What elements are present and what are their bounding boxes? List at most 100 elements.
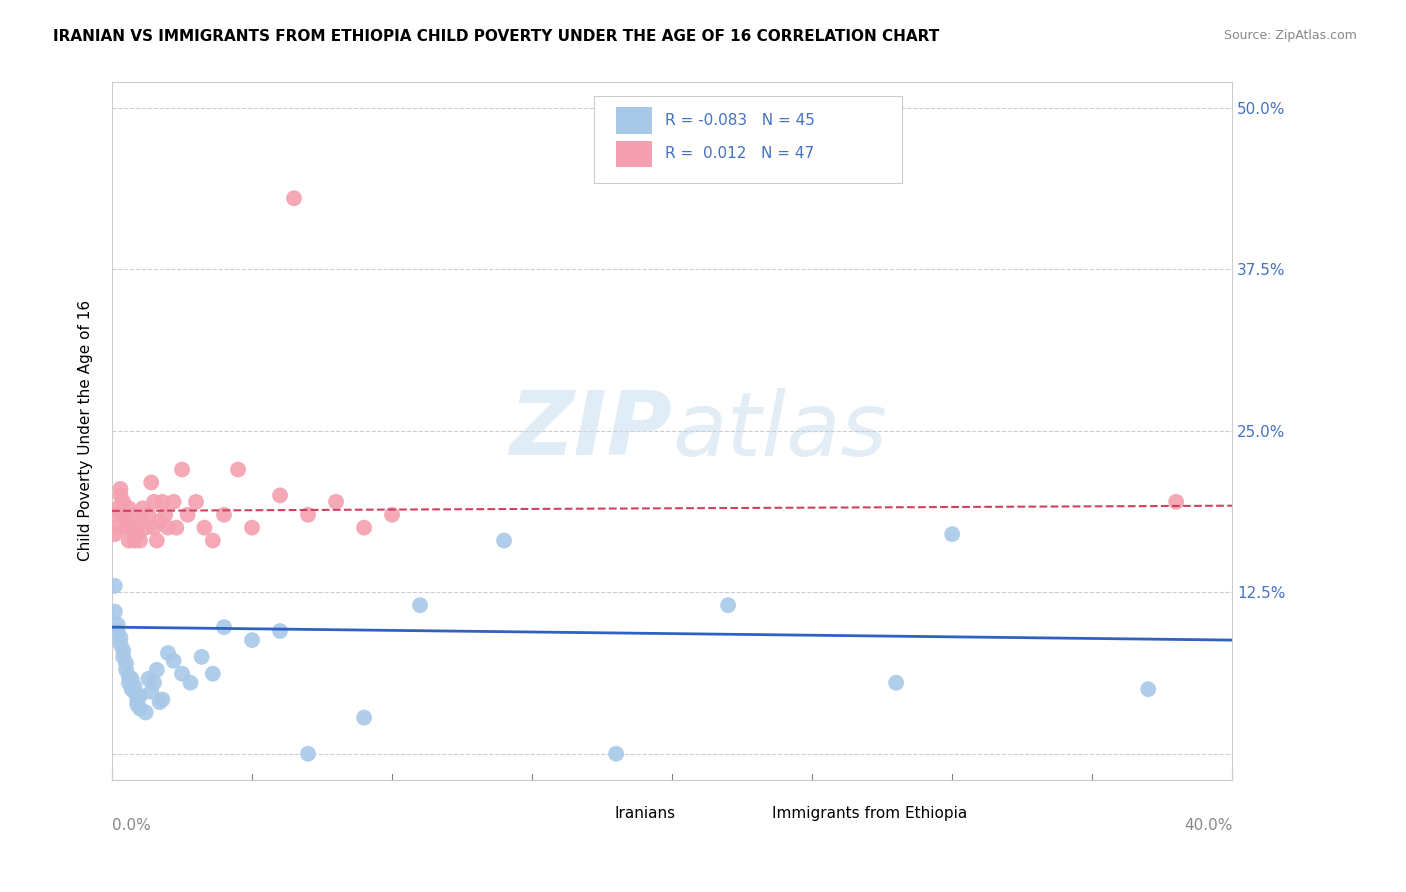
Point	[135, 706, 157, 720]
Point	[1137, 682, 1160, 697]
FancyBboxPatch shape	[593, 95, 901, 183]
Point	[135, 521, 157, 535]
Text: IRANIAN VS IMMIGRANTS FROM ETHIOPIA CHILD POVERTY UNDER THE AGE OF 16 CORRELATIO: IRANIAN VS IMMIGRANTS FROM ETHIOPIA CHIL…	[53, 29, 939, 44]
Point	[112, 649, 135, 664]
Point	[132, 501, 155, 516]
Point	[115, 514, 138, 528]
Text: 0.0%: 0.0%	[112, 818, 150, 833]
Point	[297, 747, 319, 761]
Point	[162, 654, 184, 668]
Point	[118, 675, 141, 690]
Point	[138, 508, 160, 522]
Point	[115, 657, 138, 671]
Point	[110, 631, 132, 645]
Point	[283, 191, 305, 205]
Point	[146, 663, 169, 677]
Point	[941, 527, 963, 541]
Point	[212, 508, 235, 522]
Point	[162, 495, 184, 509]
Text: ZIP: ZIP	[509, 387, 672, 475]
Point	[149, 695, 172, 709]
Text: Immigrants from Ethiopia: Immigrants from Ethiopia	[772, 805, 967, 821]
Point	[381, 508, 404, 522]
Point	[165, 521, 187, 535]
Point	[143, 675, 166, 690]
Point	[129, 533, 152, 548]
Point	[115, 521, 138, 535]
Text: R = -0.083   N = 45: R = -0.083 N = 45	[665, 112, 815, 128]
Y-axis label: Child Poverty Under the Age of 16: Child Poverty Under the Age of 16	[79, 301, 93, 561]
Point	[146, 533, 169, 548]
Point	[226, 462, 249, 476]
Point	[107, 617, 129, 632]
Point	[240, 633, 263, 648]
Point	[124, 680, 146, 694]
Point	[884, 675, 907, 690]
Bar	[576, 804, 602, 823]
Point	[121, 672, 143, 686]
Point	[127, 527, 149, 541]
Point	[110, 488, 132, 502]
Text: atlas: atlas	[672, 388, 887, 474]
Point	[129, 689, 152, 703]
Point	[104, 527, 127, 541]
Point	[127, 692, 149, 706]
Text: R =  0.012   N = 47: R = 0.012 N = 47	[665, 146, 814, 161]
Point	[152, 495, 174, 509]
Point	[179, 675, 201, 690]
Point	[193, 521, 215, 535]
Point	[325, 495, 347, 509]
Point	[115, 663, 138, 677]
Point	[124, 508, 146, 522]
Point	[107, 521, 129, 535]
Point	[112, 495, 135, 509]
Point	[118, 533, 141, 548]
Point	[353, 521, 375, 535]
Point	[269, 488, 291, 502]
Point	[409, 598, 432, 612]
Point	[107, 624, 129, 638]
Point	[110, 482, 132, 496]
Point	[118, 669, 141, 683]
Point	[104, 605, 127, 619]
Point	[269, 624, 291, 638]
Text: 40.0%: 40.0%	[1184, 818, 1232, 833]
Point	[297, 508, 319, 522]
Point	[201, 533, 224, 548]
Point	[118, 501, 141, 516]
Point	[110, 637, 132, 651]
Point	[141, 685, 163, 699]
Point	[121, 682, 143, 697]
Bar	[616, 107, 652, 134]
Point	[240, 521, 263, 535]
Bar	[734, 804, 758, 823]
Point	[104, 579, 127, 593]
Point	[149, 514, 172, 528]
Point	[129, 514, 152, 528]
Point	[155, 508, 177, 522]
Point	[141, 475, 163, 490]
Point	[104, 508, 127, 522]
Point	[176, 508, 198, 522]
Point	[717, 598, 740, 612]
Point	[124, 533, 146, 548]
Point	[112, 508, 135, 522]
Point	[107, 501, 129, 516]
Point	[143, 521, 166, 535]
Point	[138, 672, 160, 686]
Point	[129, 701, 152, 715]
Point	[152, 692, 174, 706]
Point	[124, 685, 146, 699]
Point	[1166, 495, 1188, 509]
Point	[157, 646, 180, 660]
Point	[112, 643, 135, 657]
Point	[127, 698, 149, 712]
Point	[190, 649, 212, 664]
Point	[143, 495, 166, 509]
Text: Iranians: Iranians	[614, 805, 676, 821]
Point	[170, 462, 193, 476]
Point	[201, 666, 224, 681]
Point	[170, 666, 193, 681]
Point	[212, 620, 235, 634]
Point	[157, 521, 180, 535]
